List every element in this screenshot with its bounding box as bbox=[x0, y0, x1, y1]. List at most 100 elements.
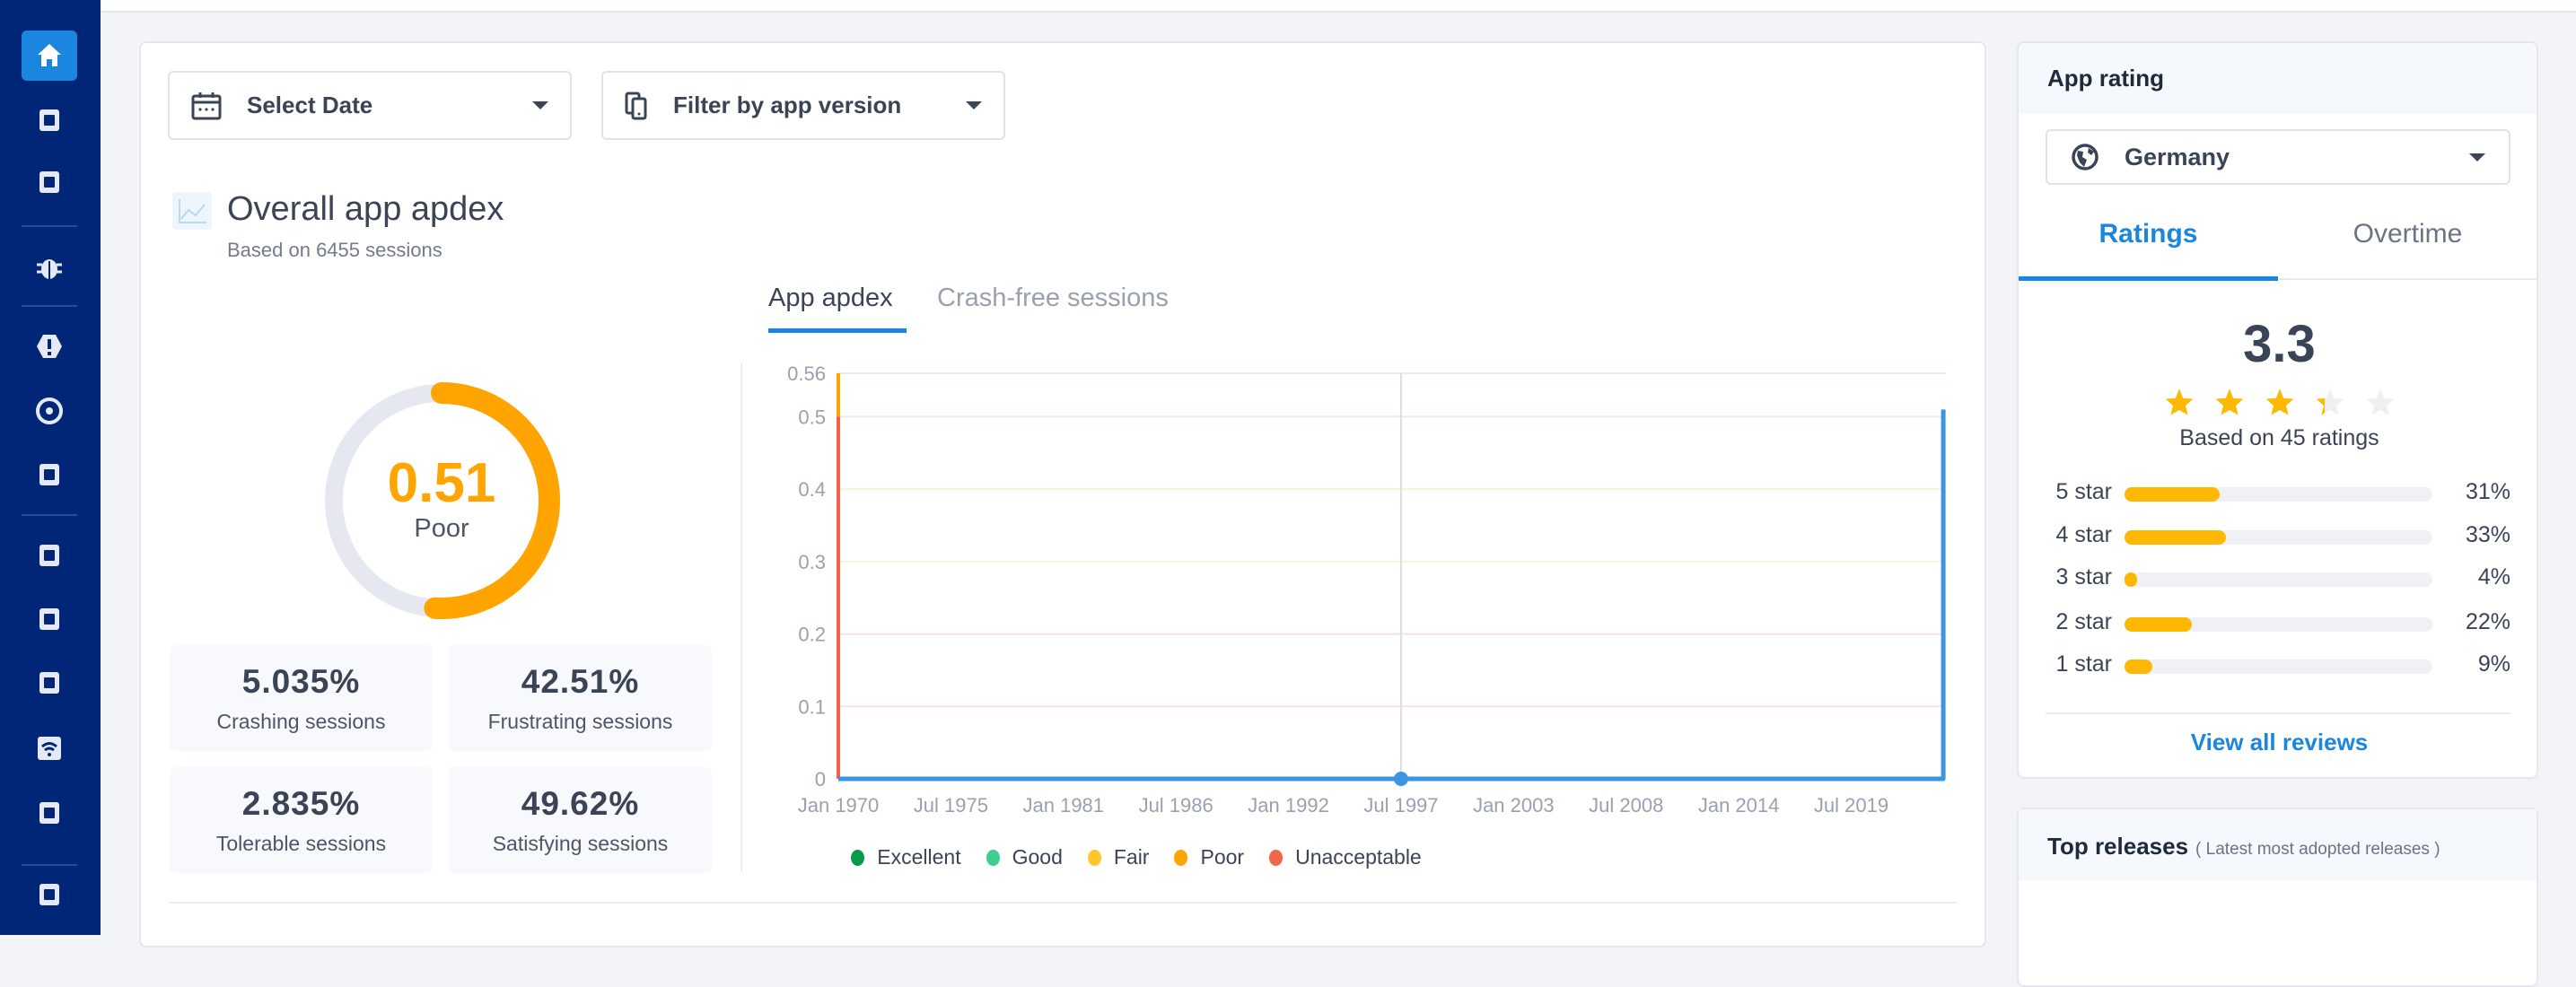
view-all-reviews-link[interactable]: View all reviews bbox=[2190, 729, 2369, 756]
rating-row: 3 star 4% bbox=[2046, 564, 2510, 595]
stat-label: Tolerable sessions bbox=[215, 832, 387, 855]
star-label: 2 star bbox=[2055, 609, 2112, 634]
alert-nav-button[interactable] bbox=[22, 321, 77, 371]
chevron-down-icon bbox=[2469, 153, 2485, 162]
chart-legend: Excellent Good Fair Poor Unacceptable bbox=[141, 845, 1988, 869]
apdex-card: Select Date Filter by app version Overal… bbox=[139, 41, 1986, 948]
home-nav-button[interactable] bbox=[22, 31, 77, 81]
rating-bar bbox=[2125, 659, 2432, 674]
active-tab-indicator bbox=[2019, 276, 2278, 281]
y-tick-label: 0.5 bbox=[798, 406, 826, 428]
stat-label: Satisfying sessions bbox=[492, 832, 669, 855]
stat-crashing: 5.035% Crashing sessions bbox=[170, 645, 433, 751]
legend-item[interactable]: Poor bbox=[1174, 845, 1244, 869]
ratings-count: Based on 45 ratings bbox=[2179, 425, 2379, 450]
hover-point bbox=[1393, 772, 1408, 786]
screen-flow-nav-button[interactable] bbox=[22, 594, 77, 644]
rocket-icon bbox=[39, 545, 59, 566]
star-label: 1 star bbox=[2055, 651, 2112, 677]
x-tick-label: Jul 2008 bbox=[1589, 794, 1663, 817]
star-icon bbox=[2316, 389, 2344, 415]
rating-row: 5 star 31% bbox=[2046, 479, 2510, 510]
legend-label: Good bbox=[1012, 845, 1063, 869]
tab-overtime[interactable]: Overtime bbox=[2353, 219, 2463, 249]
app-rating-title: App rating bbox=[2019, 43, 2537, 114]
star-label: 4 star bbox=[2055, 522, 2112, 547]
y-tick-label: 0.2 bbox=[798, 624, 826, 646]
rating-bar-fill bbox=[2125, 530, 2227, 545]
tab-crash-free-sessions[interactable]: Crash-free sessions bbox=[937, 284, 1169, 312]
rating-score: 3.3 bbox=[2243, 315, 2316, 373]
y-tick-label: 0.3 bbox=[798, 551, 826, 573]
device-chart-nav-button[interactable] bbox=[22, 95, 77, 145]
star-icon bbox=[2366, 389, 2394, 415]
device-copy-icon bbox=[625, 92, 647, 119]
sidebar-divider bbox=[22, 305, 77, 307]
stat-satisfying: 49.62% Satisfying sessions bbox=[449, 767, 712, 873]
stat-value: 49.62% bbox=[521, 785, 640, 822]
apdex-score: 0.51 bbox=[387, 452, 496, 514]
x-tick-label: Jul 2019 bbox=[1814, 794, 1888, 817]
page-title: Overall app apdex bbox=[227, 190, 504, 228]
divider bbox=[2046, 712, 2510, 714]
chevron-down-icon bbox=[966, 101, 982, 109]
country-dropdown[interactable]: Germany bbox=[2046, 129, 2510, 185]
calendar-icon bbox=[191, 92, 222, 119]
wifi-icon bbox=[38, 737, 61, 760]
app-version-filter[interactable]: Filter by app version bbox=[601, 71, 1005, 140]
y-tick-label: 0.1 bbox=[798, 695, 826, 718]
active-tab-indicator bbox=[768, 328, 907, 333]
rating-bar-fill bbox=[2125, 617, 2193, 632]
rating-bar bbox=[2125, 617, 2432, 632]
device-chart-icon bbox=[39, 109, 59, 131]
divider bbox=[740, 363, 742, 871]
globe-icon bbox=[2072, 144, 2098, 170]
star-rating bbox=[2019, 388, 2537, 416]
stat-value: 2.835% bbox=[241, 785, 361, 822]
wifi-nav-button[interactable] bbox=[22, 723, 77, 773]
loading-nav-button[interactable] bbox=[22, 658, 77, 708]
copies-nav-button[interactable] bbox=[22, 157, 77, 207]
rating-percent: 4% bbox=[2477, 564, 2510, 590]
rating-percent: 33% bbox=[2465, 522, 2510, 547]
replay-nav-button[interactable] bbox=[22, 869, 77, 920]
select-date-label: Select Date bbox=[247, 92, 373, 118]
rating-percent: 9% bbox=[2477, 651, 2510, 677]
rating-bar-fill bbox=[2125, 487, 2221, 502]
legend-label: Unacceptable bbox=[1295, 845, 1422, 869]
dashboard-icon bbox=[36, 397, 63, 424]
series-line bbox=[838, 409, 1946, 782]
legend-item[interactable]: Excellent bbox=[851, 845, 961, 869]
y-tick-label: 0.4 bbox=[798, 478, 826, 501]
rating-percent: 22% bbox=[2465, 609, 2510, 634]
select-date-dropdown[interactable]: Select Date bbox=[168, 71, 572, 140]
legend-dot bbox=[851, 850, 865, 866]
rating-row: 4 star 33% bbox=[2046, 522, 2510, 553]
dashboard-nav-button[interactable] bbox=[22, 386, 77, 436]
chevron-down-icon bbox=[532, 101, 548, 109]
sidebar-divider bbox=[22, 225, 77, 227]
apdex-chart: 0 0.1 0.2 0.3 0.4 0.5 0.56 Jan 1970 Jul 1975 Jan … bbox=[787, 362, 1946, 817]
x-tick-label: Jan 1981 bbox=[1023, 794, 1105, 817]
bug-nav-button[interactable] bbox=[22, 242, 77, 293]
crash-close-icon bbox=[39, 464, 59, 485]
x-tick-label: Jul 1986 bbox=[1139, 794, 1214, 817]
x-tick-label: Jan 1992 bbox=[1248, 794, 1329, 817]
apdex-gauge: 0.51 Poor bbox=[320, 380, 563, 626]
tab-ratings[interactable]: Ratings bbox=[2098, 219, 2198, 249]
stat-label: Crashing sessions bbox=[216, 710, 386, 733]
rocket-nav-button[interactable] bbox=[22, 530, 77, 581]
rating-bar-fill bbox=[2125, 659, 2152, 674]
settings-toggle-nav-button[interactable] bbox=[22, 788, 77, 838]
tab-app-apdex[interactable]: App apdex bbox=[768, 284, 893, 312]
divider bbox=[170, 902, 1958, 904]
screen-flow-icon bbox=[39, 608, 59, 630]
top-bar bbox=[101, 0, 2576, 13]
legend-item[interactable]: Fair bbox=[1087, 845, 1149, 869]
legend-item[interactable]: Unacceptable bbox=[1269, 845, 1422, 869]
rating-row: 1 star 9% bbox=[2046, 651, 2510, 682]
crash-close-nav-button[interactable] bbox=[22, 450, 77, 500]
rating-bar-fill bbox=[2125, 572, 2137, 587]
legend-item[interactable]: Good bbox=[986, 845, 1063, 869]
legend-dot bbox=[1269, 850, 1284, 866]
